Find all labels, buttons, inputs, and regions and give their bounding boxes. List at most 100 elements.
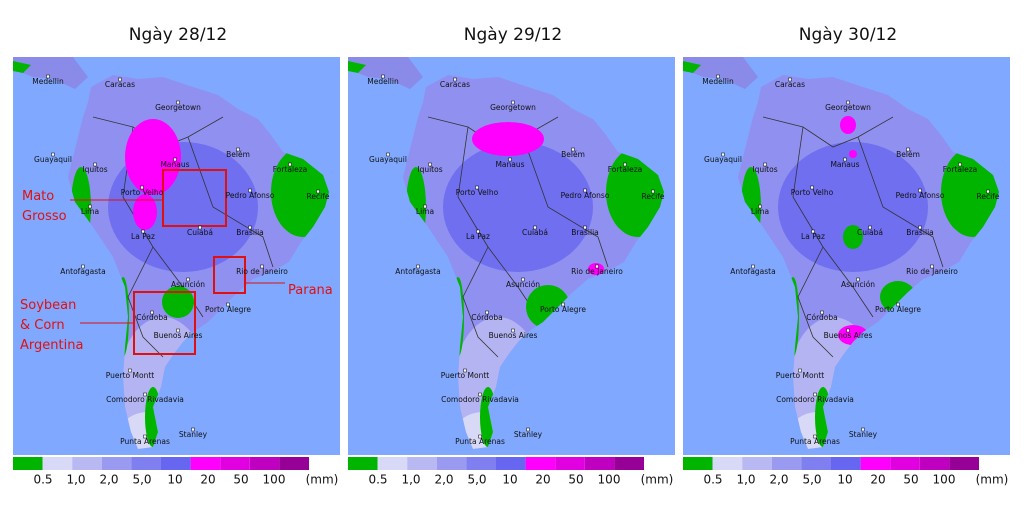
legend-swatch	[949, 457, 979, 470]
city-label: Puerto Montt	[776, 371, 825, 380]
legend-swatch	[249, 457, 280, 470]
legend-label: 0.5	[703, 473, 722, 487]
city-dot	[478, 392, 482, 397]
legend-unit: (mm)	[306, 473, 339, 487]
city-label: Belém	[226, 150, 250, 159]
city-dot	[930, 264, 934, 269]
city-label: Lima	[81, 207, 99, 216]
city-label: Comodoro Rivadavia	[776, 395, 854, 404]
legend-label: 50	[568, 473, 583, 487]
legend-label: 1,0	[66, 473, 85, 487]
legend-swatch	[831, 457, 861, 470]
legend-swatch	[614, 457, 644, 470]
city-dot	[226, 302, 230, 307]
legend-label: 20	[200, 473, 215, 487]
city-label: Buenos Aires	[824, 331, 873, 340]
city-label: Asunción	[841, 280, 875, 289]
city-dot	[846, 100, 850, 105]
city-dot	[186, 277, 190, 282]
city-label: Caracas	[440, 80, 470, 89]
city-dot	[381, 74, 385, 79]
city-dot	[81, 264, 85, 269]
city-dot	[141, 229, 145, 234]
city-label: Medellin	[702, 77, 734, 86]
legend-swatch	[279, 457, 309, 470]
city-dot	[143, 392, 147, 397]
city-label: Punta Arenas	[790, 437, 840, 446]
city-label: Georgetown	[490, 103, 536, 112]
legend-label: 0.5	[33, 473, 52, 487]
city-dot	[651, 189, 655, 194]
city-dot	[533, 225, 537, 230]
city-label: La Paz	[466, 232, 490, 241]
legend-swatch	[101, 457, 132, 470]
city-label: Córdoba	[471, 313, 502, 322]
city-label: Guayaquil	[704, 155, 742, 164]
legend-label: 2,0	[769, 473, 788, 487]
legend-swatch	[555, 457, 585, 470]
city-dot	[191, 427, 195, 432]
city-dot	[51, 152, 55, 157]
city-dot	[423, 204, 427, 209]
city-dot	[798, 368, 802, 373]
city-dot	[583, 188, 587, 193]
city-dot	[868, 225, 872, 230]
city-label: Comodoro Rivadavia	[441, 395, 519, 404]
city-label: Pedro Afonso	[896, 191, 945, 200]
city-label: Pedro Afonso	[226, 191, 275, 200]
legend-swatch	[683, 457, 713, 470]
city-label: Belém	[561, 150, 585, 159]
city-label: Recife	[307, 192, 330, 201]
city-dot	[416, 264, 420, 269]
city-dot	[386, 152, 390, 157]
city-label: Porto Alegre	[205, 305, 251, 314]
city-dot	[508, 157, 512, 162]
city-label: Guayaquil	[369, 155, 407, 164]
city-label: Guayaquil	[34, 155, 72, 164]
city-label: Pedro Afonso	[561, 191, 610, 200]
annotation: Grosso	[22, 209, 67, 224]
city-dot	[583, 225, 587, 230]
legend-swatch	[436, 457, 467, 470]
legend-label: 100	[933, 473, 956, 487]
city-dot	[118, 77, 122, 82]
city-label: Asunción	[506, 280, 540, 289]
city-label: Porto Alegre	[540, 305, 586, 314]
legend-label: 5,0	[467, 473, 486, 487]
city-dot	[236, 147, 240, 152]
city-dot	[716, 74, 720, 79]
legend-swatch	[377, 457, 408, 470]
legend-swatch	[190, 457, 221, 470]
city-label: Puerto Montt	[106, 371, 155, 380]
legend-label: 2,0	[434, 473, 453, 487]
city-label: Manaus	[495, 160, 524, 169]
panel-title: Ngày 29/12	[464, 25, 562, 45]
city-dot	[511, 328, 515, 333]
city-dot	[820, 310, 824, 315]
map-panel: Caracas Medellin Georgetown Guayaquil Iquito…	[13, 57, 340, 487]
city-label: Stanley	[179, 430, 208, 439]
legend-swatch	[220, 457, 250, 470]
city-dot	[173, 157, 177, 162]
city-dot	[485, 310, 489, 315]
city-label: Cuiabá	[522, 228, 548, 237]
city-label: Antofagasta	[730, 267, 775, 276]
city-dot	[93, 162, 97, 167]
city-dot	[521, 277, 525, 282]
city-dot	[595, 264, 599, 269]
city-label: Asunción	[171, 280, 205, 289]
legend-swatch	[13, 457, 43, 470]
legend-swatch	[496, 457, 526, 470]
legend-label: 10	[167, 473, 182, 487]
legend-label: 0.5	[368, 473, 387, 487]
city-label: Stanley	[514, 430, 543, 439]
city-dot	[475, 185, 479, 190]
city-label: Rio de Janeiro	[236, 267, 288, 276]
city-label: Fortaleza	[608, 165, 643, 174]
legend-label: 5,0	[132, 473, 151, 487]
annotation: Soybean	[20, 298, 76, 313]
city-dot	[721, 152, 725, 157]
city-label: Belém	[896, 150, 920, 159]
city-label: Lima	[751, 207, 769, 216]
